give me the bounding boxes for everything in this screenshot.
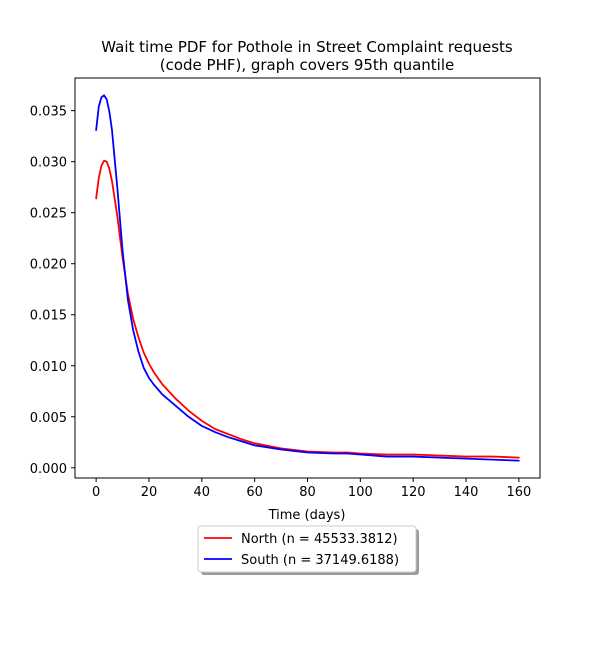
series-line-1 <box>95 94 520 462</box>
legend: North (n = 45533.3812) South (n = 37149.6… <box>197 525 419 575</box>
legend-box <box>197 525 417 573</box>
x-axis-label: Time (days) <box>268 508 346 523</box>
y-tick-label: 0.010 <box>30 360 67 375</box>
chart-title: Wait time PDF for Pothole in Street Comp… <box>101 38 513 56</box>
x-tick-label: 60 <box>246 485 263 500</box>
series-line-0 <box>95 159 520 459</box>
y-tick-label: 0.015 <box>30 309 67 324</box>
x-tick-label: 40 <box>194 485 211 500</box>
x-tick-label: 20 <box>141 485 158 500</box>
plot-frame <box>74 77 541 479</box>
x-tick-label: 0 <box>92 485 100 500</box>
x-tick-label: 120 <box>401 485 426 500</box>
axes-layer: 0 20 40 60 80 100 120 140 160 0.000 0.005 0.010 0.01… <box>30 77 541 500</box>
legend-label-0: North (n = 45533.3812) <box>241 532 398 547</box>
y-tick-label: 0.000 <box>30 462 67 477</box>
x-tick-label: 140 <box>454 485 479 500</box>
series-layer <box>95 94 520 462</box>
y-tick-label: 0.035 <box>30 105 67 120</box>
x-tick-label: 100 <box>348 485 373 500</box>
y-tick-label: 0.020 <box>30 258 67 273</box>
y-tick-label: 0.025 <box>30 207 67 222</box>
legend-label-1: South (n = 37149.6188) <box>241 553 399 568</box>
y-tick-label: 0.030 <box>30 156 67 171</box>
y-tick-label: 0.005 <box>30 411 67 426</box>
x-tick-label: 80 <box>299 485 316 500</box>
chart-subtitle: (code PHF), graph covers 95th quantile <box>160 56 455 74</box>
x-tick-label: 160 <box>506 485 531 500</box>
